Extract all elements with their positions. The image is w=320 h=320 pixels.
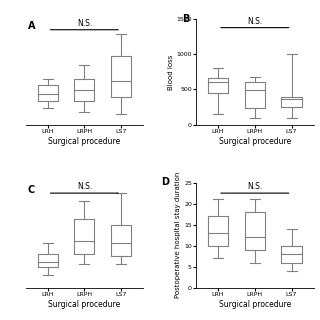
X-axis label: Surgical procedure: Surgical procedure bbox=[48, 137, 121, 146]
Text: B: B bbox=[182, 14, 189, 24]
Text: A: A bbox=[28, 21, 36, 31]
Text: C: C bbox=[28, 185, 35, 195]
Y-axis label: Postoperative hospital stay duration: Postoperative hospital stay duration bbox=[175, 172, 181, 299]
X-axis label: Surgical procedure: Surgical procedure bbox=[219, 300, 291, 309]
Text: D: D bbox=[161, 177, 169, 187]
Text: N.S.: N.S. bbox=[247, 182, 262, 191]
Y-axis label: Blood loss: Blood loss bbox=[168, 54, 174, 90]
Text: N.S.: N.S. bbox=[77, 182, 92, 191]
Text: N.S.: N.S. bbox=[77, 19, 92, 28]
Text: N.S.: N.S. bbox=[247, 17, 262, 26]
X-axis label: Surgical procedure: Surgical procedure bbox=[48, 300, 121, 309]
X-axis label: Surgical procedure: Surgical procedure bbox=[219, 137, 291, 146]
